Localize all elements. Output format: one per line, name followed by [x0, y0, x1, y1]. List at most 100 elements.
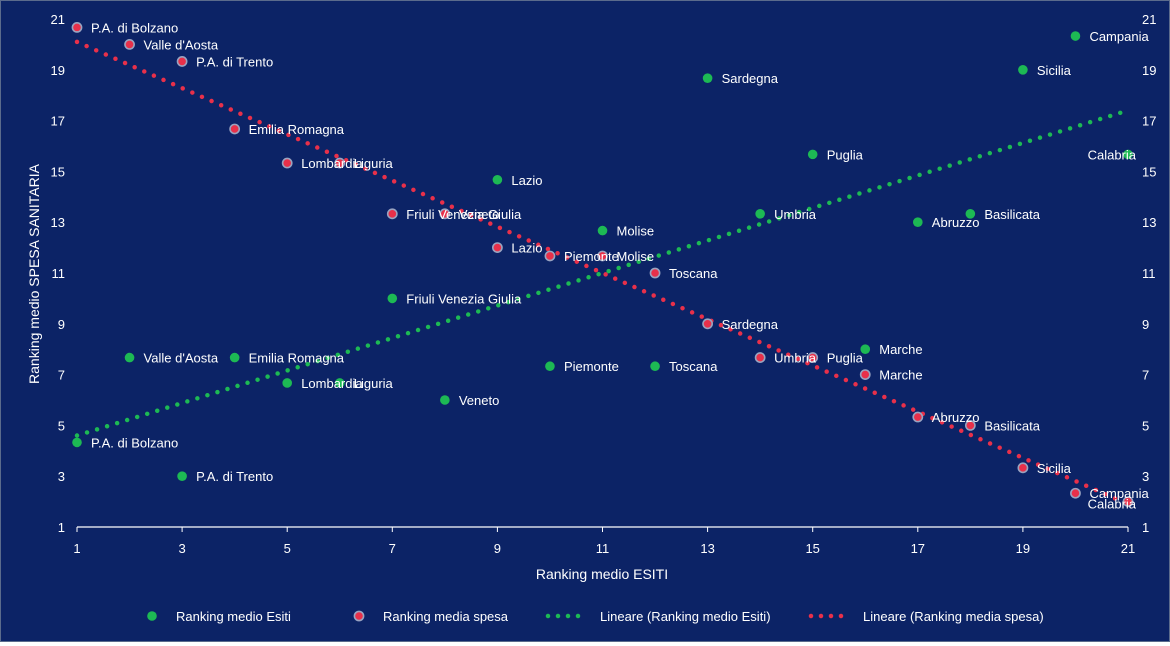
legend-label: Lineare (Ranking media spesa): [863, 609, 1044, 624]
point-label: Abruzzo: [932, 215, 980, 230]
spesa-point: [439, 208, 451, 220]
point-label: Puglia: [827, 351, 864, 366]
legend-label: Ranking medio Esiti: [176, 609, 291, 624]
legend-label: Ranking media spesa: [383, 609, 509, 624]
trendlines: [74, 39, 1131, 507]
esiti-point: [597, 225, 608, 236]
y2-tick-label: 21: [1142, 12, 1156, 27]
y2-tick-label: 1: [1142, 520, 1149, 535]
point-label: Campania: [1089, 29, 1149, 44]
y-tick-label: 21: [51, 12, 65, 27]
esiti-point: [545, 361, 555, 372]
esiti-point: [387, 293, 398, 304]
esiti-point: [650, 361, 660, 372]
esiti-point: [807, 149, 818, 160]
legend-label: Lineare (Ranking medio Esiti): [600, 609, 771, 624]
point-label: P.A. di Bolzano: [91, 435, 178, 450]
esiti-point: [229, 352, 240, 363]
spesa-point: [859, 369, 871, 380]
esiti-point: [282, 378, 293, 388]
spesa-point: [912, 411, 924, 423]
spesa-point: [334, 157, 346, 169]
y2-tick-label: 17: [1142, 114, 1156, 129]
point-label: Puglia: [827, 147, 864, 162]
point-label: Basilicata: [984, 207, 1040, 222]
point-label: Molise: [617, 224, 655, 239]
esiti-point: [965, 209, 976, 219]
point-label: P.A. di Trento: [196, 469, 273, 484]
x-axis-title: Ranking medio ESITI: [536, 566, 668, 582]
spesa-point: [544, 250, 556, 262]
point-label: Emilia Romagna: [249, 351, 345, 366]
y-tick-label: 5: [58, 418, 65, 433]
point-label: Marche: [879, 368, 922, 383]
x-tick-label: 13: [700, 541, 714, 556]
esiti-point: [440, 395, 450, 405]
spesa-point: [649, 267, 661, 279]
esiti-point: [1070, 31, 1081, 41]
point-label: Calabria: [1088, 497, 1137, 512]
esiti-point: [124, 352, 135, 363]
esiti-point: [1018, 65, 1028, 75]
point-label: Friuli Venezia Giulia: [406, 291, 522, 306]
point-label: Basilicata: [984, 418, 1040, 433]
y-tick-label: 7: [58, 368, 65, 383]
spesa-point: [176, 56, 188, 67]
point-label: Sicilia: [1037, 63, 1072, 78]
point-label: Veneto: [459, 207, 500, 222]
esiti-point: [72, 437, 82, 448]
y2-tick-label: 15: [1142, 164, 1156, 179]
x-tick-label: 7: [389, 541, 396, 556]
x-tick-label: 11: [596, 541, 610, 556]
y2-tick-label: 5: [1142, 418, 1149, 433]
point-label: Umbria: [774, 207, 817, 222]
x-tick-label: 5: [284, 541, 291, 556]
point-label: Molise: [617, 249, 655, 264]
x-tick-label: 3: [178, 541, 185, 556]
point-labels: P.A. di Bolzano Valle d'Aosta P.A. di Tren…: [91, 20, 1149, 511]
spesa-point: [1017, 462, 1029, 474]
y2-tick-label: 9: [1142, 317, 1149, 332]
point-label: Toscana: [669, 359, 718, 374]
point-label: Veneto: [459, 393, 500, 408]
esiti-point: [860, 344, 871, 355]
legend-marker-spesa: [353, 610, 365, 622]
x-tick-label: 9: [494, 541, 501, 556]
spesa-point: [1070, 487, 1081, 499]
y-tick-label: 1: [58, 520, 65, 535]
y-axis-title: Ranking medio SPESA SANITARIA: [26, 163, 42, 384]
legend-marker-esiti: [147, 611, 157, 621]
esiti-point: [755, 209, 765, 219]
y2-tick-label: 13: [1142, 215, 1156, 230]
esiti-point: [913, 217, 923, 227]
spesa-point: [71, 21, 83, 33]
point-label: Valle d'Aosta: [144, 37, 219, 52]
y-tick-label: 11: [52, 266, 66, 281]
point-label: Marche: [879, 342, 922, 357]
point-label: Campania: [1089, 486, 1149, 501]
esiti-point: [492, 174, 503, 185]
x-tick-label: 1: [73, 541, 80, 556]
spesa-point: [807, 352, 819, 363]
point-label: Valle d'Aosta: [144, 351, 219, 366]
spesa-point: [754, 352, 766, 363]
y-tick-label: 19: [51, 63, 65, 78]
point-label: Liguria: [354, 376, 394, 391]
point-label: Piemonte: [564, 359, 619, 374]
point-label: Calabria: [1088, 147, 1137, 162]
legend: Ranking medio Esiti Ranking media spesa Li…: [147, 609, 1044, 624]
point-label: Friuli Venezia Giulia: [406, 207, 522, 222]
x-tick-label: 15: [805, 541, 819, 556]
x-tick-label: 21: [1121, 541, 1135, 556]
point-label: Piemonte: [564, 249, 619, 264]
trendline: [74, 39, 1131, 507]
x-tick-label: 17: [911, 541, 925, 556]
point-label: Toscana: [669, 266, 718, 281]
point-label: Lombardia: [301, 156, 363, 171]
y2-tick-label: 11: [1142, 266, 1156, 281]
spesa-point: [491, 242, 503, 253]
spesa-point: [124, 39, 135, 50]
